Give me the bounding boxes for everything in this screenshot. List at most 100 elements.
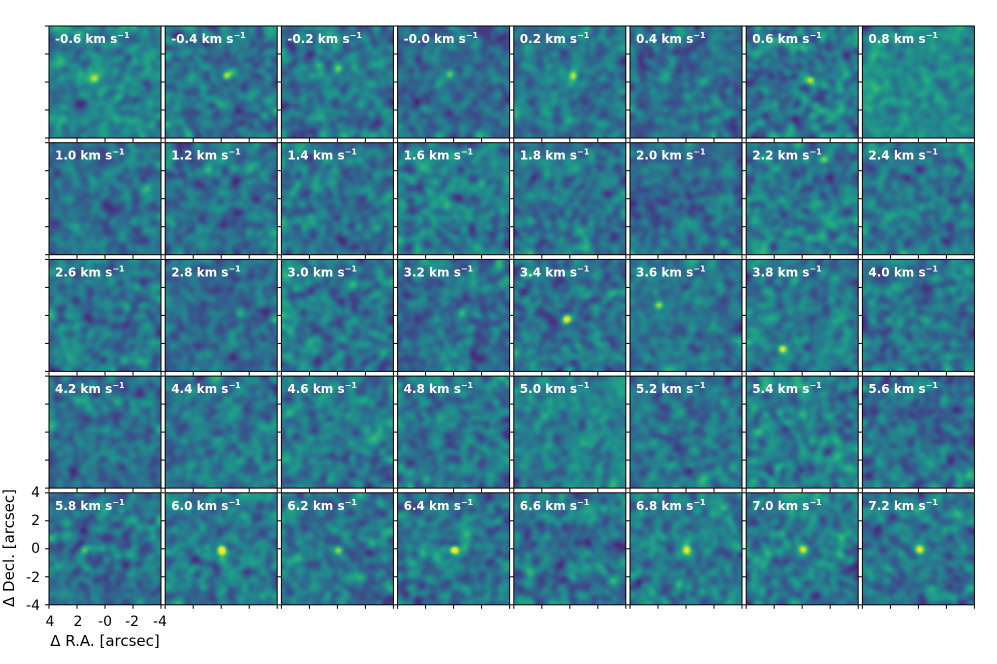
channel-intensity-map bbox=[862, 259, 975, 372]
velocity-label: 1.2 km s−1 bbox=[171, 148, 241, 163]
channel-panel: 6.6 km s−1 bbox=[509, 492, 627, 609]
channel-intensity-map bbox=[862, 142, 975, 255]
channel-intensity-map bbox=[746, 259, 859, 372]
channel-panel: -0.2 km s−1 bbox=[277, 25, 394, 142]
channel-intensity-map bbox=[165, 492, 278, 605]
channel-panel: 3.4 km s−1 bbox=[509, 258, 627, 376]
channel-panel: 5.4 km s−1 bbox=[742, 375, 859, 493]
y-axis: 4 2 0 -2 -4 Δ Decl. [arcsec] bbox=[0, 485, 40, 614]
y-axis-title: Δ Decl. [arcsec] bbox=[0, 489, 18, 607]
channel-panel: 0.4 km s−1 bbox=[626, 25, 743, 142]
channel-intensity-map bbox=[513, 259, 626, 372]
velocity-label: 5.6 km s−1 bbox=[868, 381, 938, 396]
velocity-label: 0.6 km s−1 bbox=[752, 31, 822, 46]
channel-intensity-map bbox=[281, 259, 394, 372]
velocity-label: 0.2 km s−1 bbox=[520, 31, 590, 46]
channel-panel: 2.0 km s−1 bbox=[626, 142, 743, 259]
channel-panel: -0.0 km s−1 bbox=[393, 25, 511, 142]
channel-intensity-map bbox=[513, 492, 626, 605]
velocity-label: 4.2 km s−1 bbox=[55, 381, 125, 396]
velocity-label: 4.6 km s−1 bbox=[287, 381, 357, 396]
channel-panel: 6.4 km s−1 bbox=[393, 492, 511, 609]
channel-intensity-map bbox=[281, 492, 394, 605]
channel-panel: 0.2 km s−1 bbox=[509, 25, 627, 142]
velocity-label: 6.4 km s−1 bbox=[404, 498, 474, 513]
velocity-label: 4.0 km s−1 bbox=[868, 264, 938, 279]
x-tick-label: -0 bbox=[98, 614, 112, 630]
channel-panel: 6.8 km s−1 bbox=[626, 492, 743, 609]
channel-panel: 2.4 km s−1 bbox=[858, 142, 975, 259]
velocity-label: 5.0 km s−1 bbox=[520, 381, 590, 396]
channel-panel: 5.8 km s−1 bbox=[45, 492, 162, 609]
channel-panel: 3.2 km s−1 bbox=[393, 258, 511, 376]
channel-intensity-map bbox=[165, 259, 278, 372]
velocity-label: 0.4 km s−1 bbox=[636, 31, 706, 46]
channel-intensity-map bbox=[397, 376, 510, 489]
velocity-label: -0.6 km s−1 bbox=[55, 31, 130, 46]
channel-panel: 4.6 km s−1 bbox=[277, 375, 394, 493]
channel-panel: 1.4 km s−1 bbox=[277, 142, 394, 259]
channel-panel: -0.6 km s−1 bbox=[45, 25, 162, 142]
velocity-label: 1.0 km s−1 bbox=[55, 148, 125, 163]
channel-panel: 2.8 km s−1 bbox=[161, 258, 278, 376]
y-tick-label: 4 bbox=[31, 485, 40, 501]
channel-panel: 7.2 km s−1 bbox=[858, 492, 975, 609]
channel-intensity-map bbox=[281, 142, 394, 255]
velocity-label: 3.2 km s−1 bbox=[404, 264, 474, 279]
channel-intensity-map bbox=[862, 492, 975, 605]
channel-intensity-map bbox=[630, 26, 742, 138]
channel-intensity-map bbox=[165, 26, 278, 138]
velocity-label: 5.2 km s−1 bbox=[636, 381, 706, 396]
velocity-label: 5.4 km s−1 bbox=[752, 381, 822, 396]
channel-intensity-map bbox=[165, 142, 278, 255]
channel-intensity-map bbox=[165, 376, 278, 489]
channel-intensity-map bbox=[49, 142, 161, 255]
channel-intensity-map bbox=[513, 26, 626, 138]
velocity-label: 4.8 km s−1 bbox=[404, 381, 474, 396]
channel-intensity-map bbox=[862, 26, 975, 138]
channel-intensity-map bbox=[397, 26, 510, 138]
velocity-label: 3.6 km s−1 bbox=[636, 264, 706, 279]
channel-intensity-map bbox=[746, 142, 859, 255]
channel-intensity-map bbox=[397, 142, 510, 255]
velocity-label: 2.0 km s−1 bbox=[636, 148, 706, 163]
velocity-label: 2.2 km s−1 bbox=[752, 148, 822, 163]
channel-panel: 7.0 km s−1 bbox=[742, 492, 859, 609]
channel-panel: 6.0 km s−1 bbox=[161, 492, 278, 609]
channel-intensity-map bbox=[49, 376, 161, 489]
channel-panel: 2.6 km s−1 bbox=[45, 258, 162, 376]
x-tick-label: -2 bbox=[125, 614, 139, 630]
channel-intensity-map bbox=[513, 376, 626, 489]
channel-intensity-map bbox=[513, 142, 626, 255]
velocity-label: 3.8 km s−1 bbox=[752, 264, 822, 279]
x-axis-title: Δ R.A. [arcsec] bbox=[50, 632, 160, 650]
channel-panel: 0.6 km s−1 bbox=[742, 25, 859, 142]
x-tick-label: -4 bbox=[153, 614, 167, 630]
velocity-label: 6.0 km s−1 bbox=[171, 498, 241, 513]
velocity-label: 3.0 km s−1 bbox=[287, 264, 357, 279]
channel-intensity-map bbox=[746, 376, 859, 489]
velocity-label: 7.0 km s−1 bbox=[752, 498, 822, 513]
channel-panel: 5.6 km s−1 bbox=[858, 375, 975, 493]
channel-panel: 4.8 km s−1 bbox=[393, 375, 511, 493]
channel-panel: 4.4 km s−1 bbox=[161, 375, 278, 493]
channel-panel: -0.4 km s−1 bbox=[161, 25, 278, 142]
channel-panel: 4.0 km s−1 bbox=[858, 258, 975, 376]
channel-panel: 2.2 km s−1 bbox=[742, 142, 859, 259]
channel-panel: 0.8 km s−1 bbox=[858, 25, 975, 142]
channel-intensity-map bbox=[397, 259, 510, 372]
velocity-label: 4.4 km s−1 bbox=[171, 381, 241, 396]
channel-intensity-map bbox=[862, 376, 975, 489]
channel-panel: 1.2 km s−1 bbox=[161, 142, 278, 259]
velocity-label: 2.4 km s−1 bbox=[868, 148, 938, 163]
velocity-label: 0.8 km s−1 bbox=[868, 31, 938, 46]
channel-intensity-map bbox=[281, 376, 394, 489]
channel-panel: 1.0 km s−1 bbox=[45, 142, 162, 259]
channel-panel: 3.8 km s−1 bbox=[742, 258, 859, 376]
y-tick-label: 0 bbox=[31, 541, 40, 557]
velocity-label: -0.2 km s−1 bbox=[287, 31, 362, 46]
velocity-label: -0.4 km s−1 bbox=[171, 31, 246, 46]
channel-intensity-map bbox=[397, 492, 510, 605]
y-tick-label: -4 bbox=[26, 598, 40, 614]
channel-intensity-map bbox=[281, 26, 394, 138]
